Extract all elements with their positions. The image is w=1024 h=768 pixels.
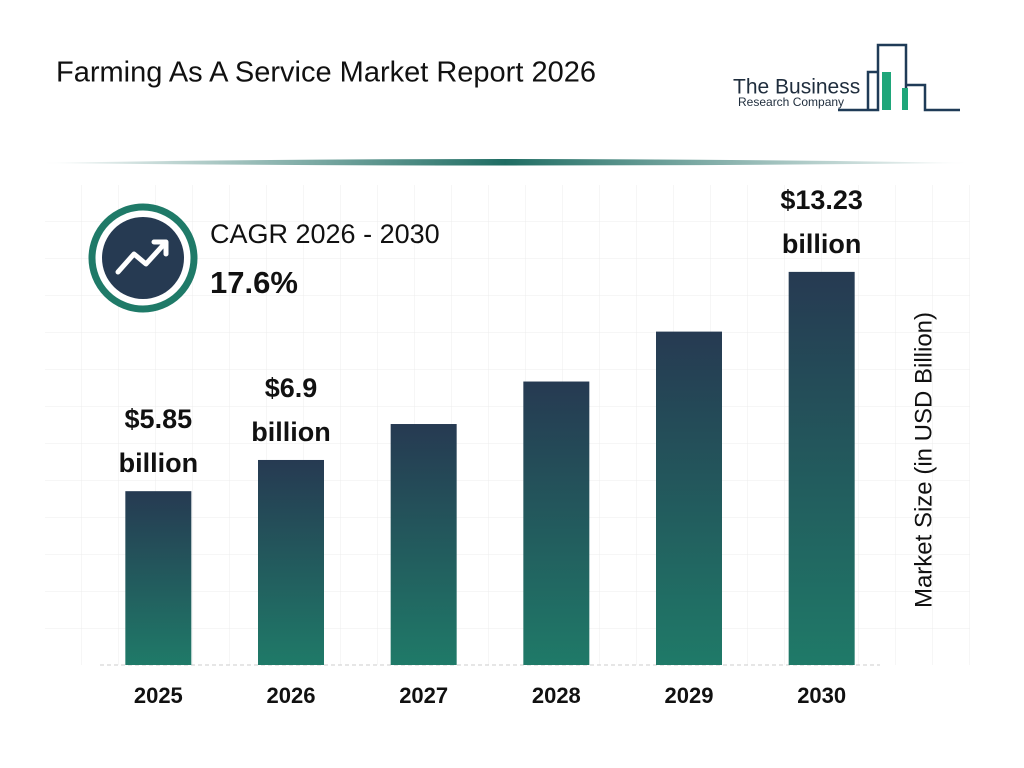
bar xyxy=(788,271,855,665)
x-tick-label: 2026 xyxy=(267,683,316,708)
value-label: $5.85 billion xyxy=(118,404,199,479)
bar xyxy=(258,459,324,665)
x-tick-label: 2027 xyxy=(399,683,448,708)
brand-subtitle: Research Company xyxy=(738,95,844,109)
value-label: $6.9 billion xyxy=(251,372,331,447)
bar xyxy=(523,381,590,665)
x-tick-label: 2028 xyxy=(532,683,581,708)
value-label: $13.23 billion xyxy=(780,184,863,259)
bar xyxy=(125,491,192,665)
logo xyxy=(838,43,960,112)
cagr-icon xyxy=(88,203,198,313)
brand-name: The Business xyxy=(733,76,860,99)
bar xyxy=(656,331,722,665)
cagr-value: 17.6% xyxy=(210,265,298,300)
x-tick-label: 2025 xyxy=(134,683,183,708)
chart-title: Farming As A Service Market Report 2026 xyxy=(56,57,596,89)
bar xyxy=(390,424,457,665)
x-tick-label: 2030 xyxy=(797,683,846,708)
separator xyxy=(40,159,970,166)
y-axis-label: Market Size (in USD Billion) xyxy=(910,312,937,608)
cagr-label: CAGR 2026 - 2030 xyxy=(210,219,440,249)
x-tick-label: 2029 xyxy=(665,683,714,708)
